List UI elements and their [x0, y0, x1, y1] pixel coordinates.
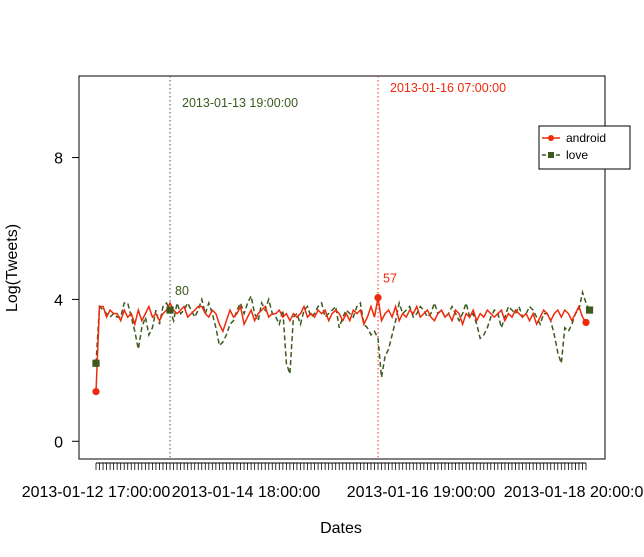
marker-android — [92, 388, 100, 396]
legend-entry-love: love — [542, 148, 588, 162]
marker-love — [585, 306, 594, 314]
series-group — [92, 289, 594, 396]
highlight-lines — [169, 76, 379, 459]
peak-label-love: 80 — [175, 284, 189, 298]
series-line-love — [95, 289, 591, 378]
marker-love — [166, 306, 174, 314]
annotations: 2013-01-13 19:00:00 2013-01-16 07:00:00 80… — [175, 81, 506, 298]
legend-marker-love — [548, 152, 554, 158]
x-axis: 2013-01-12 17:00:00 2013-01-14 18:00:00 20… — [22, 462, 644, 501]
x-tick-label: 2013-01-12 17:00:00 — [22, 484, 171, 501]
series-line-android — [95, 297, 587, 392]
y-tick-label: 4 — [54, 292, 63, 309]
y-axis: 0 4 8 — [54, 151, 80, 451]
peak-label-android: 57 — [383, 272, 397, 286]
x-axis-title: Dates — [320, 520, 362, 537]
y-tick-label: 8 — [54, 151, 63, 168]
legend-box — [538, 125, 631, 170]
plot-box — [78, 75, 606, 460]
marker-android — [582, 318, 590, 327]
x-tick-label: 2013-01-16 19:00:00 — [347, 484, 496, 501]
legend-label-love: love — [566, 148, 588, 162]
x-tick-label: 2013-01-14 18:00:00 — [172, 484, 321, 501]
marker-love — [92, 359, 100, 367]
legend-marker-android — [548, 135, 554, 141]
highlight-date-love: 2013-01-13 19:00:00 — [182, 96, 298, 110]
y-axis-title: Log(Tweets) — [4, 224, 21, 312]
highlight-date-android: 2013-01-16 07:00:00 — [390, 81, 506, 95]
legend-label-android: android — [566, 131, 606, 145]
marker-android — [374, 294, 382, 302]
x-tick-label: 2013-01-18 20:00:00 — [504, 484, 644, 501]
y-tick-label: 0 — [54, 434, 63, 451]
legend-entry-android: android — [542, 131, 606, 145]
legend: android love — [538, 125, 631, 170]
